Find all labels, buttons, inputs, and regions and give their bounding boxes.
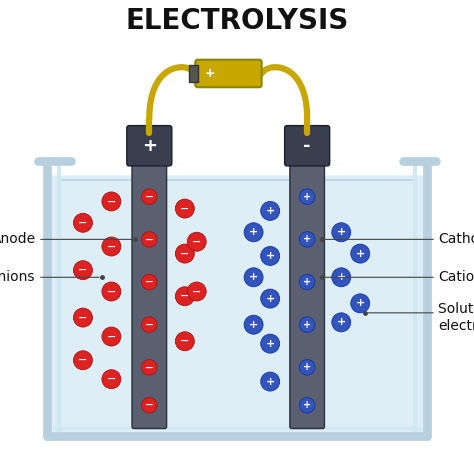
Circle shape (261, 246, 280, 265)
FancyBboxPatch shape (284, 126, 330, 166)
Text: −: − (107, 241, 116, 252)
Circle shape (261, 201, 280, 220)
Circle shape (244, 315, 263, 334)
Text: −: − (78, 265, 88, 275)
Circle shape (142, 360, 157, 375)
Text: ELECTROLYSIS: ELECTROLYSIS (126, 7, 348, 36)
Text: −: − (180, 248, 190, 259)
Circle shape (102, 370, 121, 389)
Text: −: − (192, 286, 201, 297)
Text: −: − (180, 291, 190, 301)
Text: +: + (249, 319, 258, 330)
Circle shape (102, 237, 121, 256)
Circle shape (73, 351, 92, 370)
Text: +: + (303, 277, 311, 287)
Text: −: − (145, 362, 154, 373)
Circle shape (244, 223, 263, 242)
Text: Cathode: Cathode (438, 232, 474, 246)
Text: -: - (303, 137, 311, 155)
Text: −: − (145, 400, 154, 410)
Circle shape (300, 189, 315, 204)
Text: +: + (249, 272, 258, 283)
Circle shape (261, 334, 280, 353)
Text: +: + (265, 251, 275, 261)
Circle shape (351, 244, 370, 263)
Text: −: − (145, 319, 154, 330)
Text: −: − (145, 191, 154, 202)
Circle shape (261, 289, 280, 308)
Circle shape (187, 282, 206, 301)
Text: −: − (180, 203, 190, 214)
Circle shape (175, 199, 194, 218)
Text: Cations: Cations (438, 270, 474, 284)
Text: +: + (265, 376, 275, 387)
Circle shape (142, 274, 157, 290)
Text: −: − (107, 286, 116, 297)
FancyBboxPatch shape (46, 175, 428, 441)
FancyBboxPatch shape (189, 65, 198, 82)
Text: −: − (78, 355, 88, 365)
Text: +: + (356, 248, 365, 259)
Text: −: − (107, 196, 116, 207)
Circle shape (300, 274, 315, 290)
Circle shape (102, 282, 121, 301)
Text: −: − (192, 237, 201, 247)
Text: +: + (265, 206, 275, 216)
Text: −: − (180, 336, 190, 346)
Circle shape (102, 327, 121, 346)
Text: +: + (337, 272, 346, 283)
Circle shape (142, 398, 157, 413)
FancyBboxPatch shape (290, 162, 324, 428)
Circle shape (244, 268, 263, 287)
Text: +: + (265, 338, 275, 349)
Text: +: + (303, 400, 311, 410)
Text: Anions: Anions (0, 270, 36, 284)
Circle shape (300, 360, 315, 375)
Text: +: + (142, 137, 157, 155)
Circle shape (142, 317, 157, 332)
Text: −: − (107, 331, 116, 342)
Text: Anode: Anode (0, 232, 36, 246)
Circle shape (73, 261, 92, 280)
Text: −: − (78, 218, 88, 228)
Circle shape (175, 244, 194, 263)
Text: +: + (303, 319, 311, 330)
FancyBboxPatch shape (195, 60, 262, 87)
Text: −: − (145, 234, 154, 245)
FancyBboxPatch shape (132, 162, 166, 428)
Text: +: + (249, 227, 258, 237)
Circle shape (175, 332, 194, 351)
Circle shape (142, 189, 157, 204)
Circle shape (351, 294, 370, 313)
Circle shape (73, 308, 92, 327)
Text: +: + (303, 191, 311, 202)
Text: −: − (145, 277, 154, 287)
Circle shape (332, 313, 351, 332)
Circle shape (175, 287, 194, 306)
Text: Solution of
electrolyte: Solution of electrolyte (438, 302, 474, 333)
Circle shape (187, 232, 206, 251)
Text: +: + (265, 293, 275, 304)
Circle shape (300, 317, 315, 332)
Text: +: + (337, 317, 346, 328)
Circle shape (261, 372, 280, 391)
Circle shape (102, 192, 121, 211)
Text: +: + (303, 362, 311, 373)
Text: +: + (204, 67, 215, 80)
Circle shape (300, 232, 315, 247)
Circle shape (332, 223, 351, 242)
Circle shape (73, 213, 92, 232)
Text: +: + (356, 298, 365, 309)
Text: −: − (107, 374, 116, 384)
Circle shape (142, 232, 157, 247)
Text: −: − (78, 312, 88, 323)
Text: +: + (337, 227, 346, 237)
Text: +: + (303, 234, 311, 245)
FancyBboxPatch shape (127, 126, 172, 166)
Circle shape (332, 268, 351, 287)
Circle shape (300, 398, 315, 413)
